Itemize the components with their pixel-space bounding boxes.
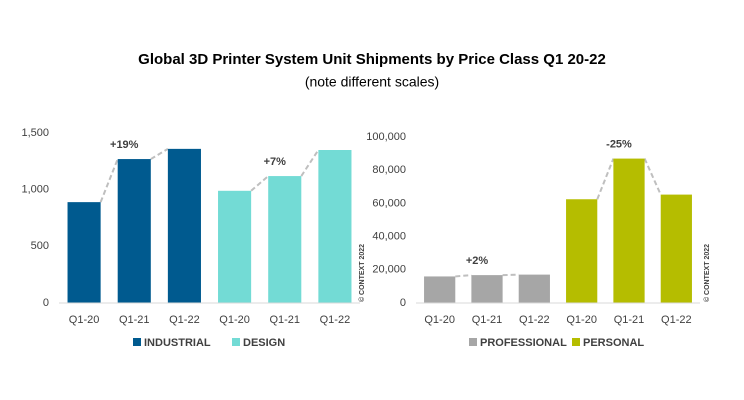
trend-connector — [150, 148, 169, 160]
bar — [218, 190, 252, 303]
x-tick-label: Q1-22 — [320, 314, 351, 326]
legend-label: PERSONAL — [583, 337, 644, 349]
trend-connector — [300, 149, 320, 177]
bar — [566, 199, 598, 303]
y-tick-label: 40,000 — [372, 231, 406, 243]
x-tick-label: Q1-22 — [661, 314, 692, 326]
legend-swatch — [469, 338, 477, 346]
x-tick-label: Q1-21 — [472, 314, 503, 326]
bar — [660, 194, 692, 303]
trend-connector — [643, 158, 662, 196]
chart-title: Global 3D Printer System Unit Shipments … — [138, 51, 606, 68]
bar — [471, 275, 503, 303]
x-tick-label: Q1-20 — [69, 314, 100, 326]
x-tick-label: Q1-21 — [269, 314, 300, 326]
bar — [67, 202, 101, 303]
annotation: -25% — [606, 138, 632, 150]
x-tick-label: Q1-20 — [219, 314, 250, 326]
bar — [424, 276, 456, 303]
bar — [318, 150, 352, 303]
x-tick-label: Q1-20 — [424, 314, 455, 326]
watermark: © CONTEXT 2022 — [703, 244, 711, 302]
y-tick-label: 1,000 — [21, 184, 49, 196]
y-tick-label: 500 — [31, 240, 49, 252]
legend-swatch — [133, 338, 141, 346]
x-tick-label: Q1-20 — [566, 314, 597, 326]
y-tick-label: 100,000 — [366, 131, 406, 143]
x-tick-label: Q1-22 — [169, 314, 200, 326]
y-tick-label: 20,000 — [372, 264, 406, 276]
trend-connector — [455, 274, 472, 278]
chart-subtitle: (note different scales) — [305, 74, 439, 90]
y-tick-label: 60,000 — [372, 197, 406, 209]
bar — [518, 274, 550, 303]
bar — [268, 176, 302, 303]
watermark: © CONTEXT 2022 — [358, 244, 366, 302]
bar — [613, 158, 645, 303]
trend-connector — [596, 158, 615, 200]
legend-label: INDUSTRIAL — [144, 337, 211, 349]
bar — [117, 159, 151, 303]
legend-label: PROFESSIONAL — [480, 337, 567, 349]
legend-swatch — [232, 338, 240, 346]
annotation: +2% — [466, 255, 489, 267]
y-tick-label: 80,000 — [372, 164, 406, 176]
trend-connector — [99, 158, 119, 203]
legend-swatch — [572, 338, 580, 346]
annotation: +7% — [264, 156, 287, 168]
y-tick-label: 1,500 — [21, 127, 49, 139]
x-tick-label: Q1-22 — [519, 314, 550, 326]
legend-label: DESIGN — [243, 337, 285, 349]
x-tick-label: Q1-21 — [119, 314, 150, 326]
y-tick-label: 0 — [400, 297, 406, 309]
x-tick-label: Q1-21 — [614, 314, 645, 326]
annotation: +19% — [110, 139, 139, 151]
bar — [167, 148, 201, 303]
y-tick-label: 0 — [43, 297, 49, 309]
trend-connector — [250, 175, 269, 192]
